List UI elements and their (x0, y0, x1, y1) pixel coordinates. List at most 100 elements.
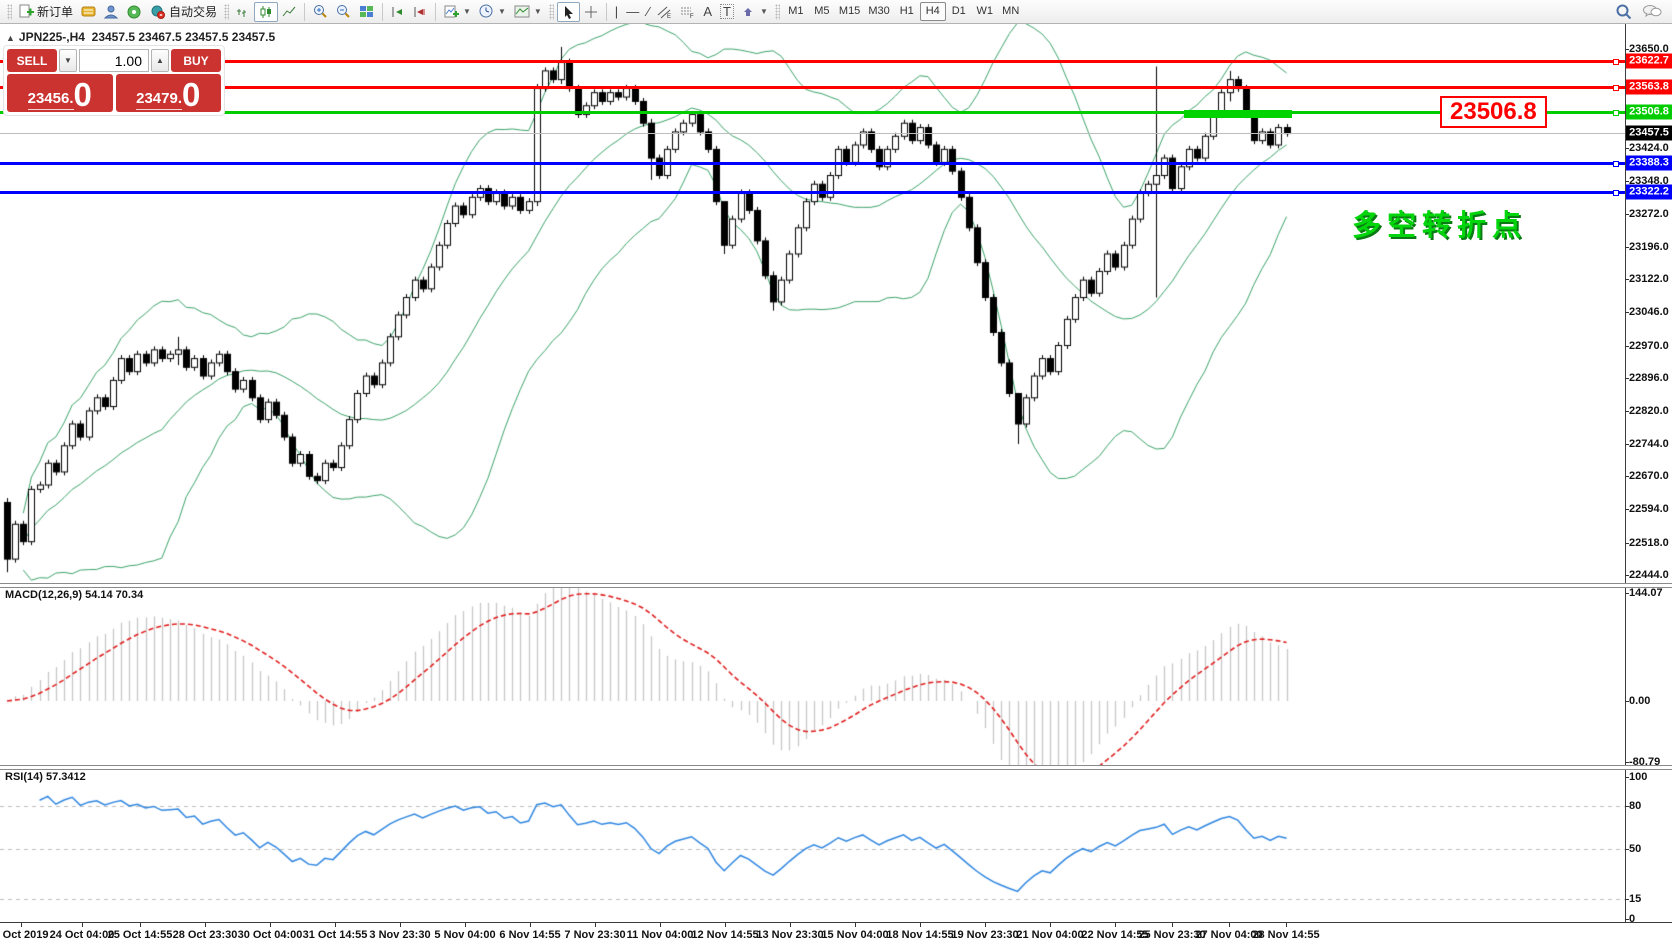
date-tick (400, 923, 401, 927)
sell-price-display[interactable]: 23456. 0 (7, 74, 113, 112)
candlestick-chart-button[interactable] (254, 1, 279, 22)
collapse-triangle-icon[interactable]: ▲ (6, 33, 15, 43)
arrows-dropdown-button[interactable]: ▼ (738, 2, 772, 22)
macd-pane-separator[interactable] (0, 583, 1672, 588)
chart-annotation-text[interactable]: 多空转折点 (1352, 210, 1528, 242)
chart-area: 23650.0 23424.0 23348.0 23272.0 23196.0 23122… (0, 24, 1672, 946)
bar-chart-icon (237, 8, 247, 17)
timeframe-m30-button[interactable]: M30 (868, 5, 890, 17)
price-badge-23322-2: 23322.2 (1626, 184, 1672, 200)
trendline-button[interactable]: ∕ (643, 2, 653, 22)
bar-chart-button[interactable] (232, 2, 254, 22)
text-label-button[interactable]: T (716, 2, 738, 22)
price-tick-label: 23196.0 (1625, 241, 1669, 253)
dropdown-caret: ▼ (759, 7, 768, 16)
resistance-highlight-bar[interactable] (1184, 110, 1292, 118)
text-label-icon: T (720, 4, 734, 19)
volume-increase-button[interactable]: ▲ (151, 49, 169, 72)
date-label: 13 Nov 23:30 (756, 929, 824, 941)
chart-shift-button[interactable] (409, 2, 431, 22)
equidistant-channel-button[interactable]: E (653, 2, 676, 22)
date-tick (140, 923, 141, 927)
new-order-button[interactable]: 新订单 (15, 2, 77, 22)
toolbar-grip[interactable] (224, 3, 230, 20)
price-callout-label[interactable]: 23506.8 (1440, 96, 1547, 128)
tile-windows-button[interactable] (355, 2, 378, 22)
chat-icon[interactable] (1642, 4, 1662, 19)
level-line-resistance-lower[interactable] (0, 84, 1625, 91)
new-chart-button[interactable]: ▼ (440, 2, 475, 22)
date-label: 18 Nov 14:55 (886, 929, 954, 941)
sell-button[interactable]: SELL (7, 49, 57, 72)
price-tick-label: 22444.0 (1625, 569, 1669, 581)
dropdown-caret: ▼ (533, 7, 542, 16)
signals-button[interactable] (123, 2, 146, 22)
line-anchor-marker[interactable] (1613, 189, 1619, 196)
macd-pane-canvas[interactable] (0, 586, 1625, 765)
toolbar-grip[interactable] (548, 3, 554, 20)
fibonacci-button[interactable]: F (676, 2, 699, 22)
auto-scroll-icon (392, 6, 403, 17)
profile-button[interactable] (100, 2, 123, 22)
level-line-resistance-upper[interactable] (0, 58, 1625, 65)
level-line-support-lower[interactable] (0, 189, 1625, 196)
level-line-pivot-green[interactable] (0, 109, 1625, 116)
price-pane-canvas[interactable] (0, 24, 1625, 583)
timeframe-m5-button[interactable]: M5 (814, 5, 830, 17)
date-label: 7 Nov 23:30 (564, 929, 626, 941)
line-chart-button[interactable] (278, 2, 300, 22)
date-tick (1286, 923, 1287, 927)
rsi-pane-separator[interactable] (0, 765, 1672, 770)
volume-input[interactable] (79, 49, 149, 72)
price-tick-label: 23650.0 (1625, 43, 1669, 55)
zoom-out-button[interactable] (332, 2, 355, 22)
date-tick (1115, 923, 1116, 927)
crosshair-button[interactable] (580, 2, 602, 22)
indicators-button[interactable]: ▼ (510, 2, 546, 22)
timeframe-m15-button[interactable]: M15 (838, 5, 861, 17)
timeframe-d1-button[interactable]: D1 (951, 5, 966, 17)
text-button[interactable]: A (699, 2, 716, 22)
toolbar-grip[interactable] (7, 3, 12, 20)
horizontal-line-icon: — (626, 4, 640, 19)
symbol-title: ▲ JPN225-,H4 23457.5 23467.5 23457.5 2345… (6, 30, 275, 44)
timeframe-h1-button[interactable]: H1 (899, 5, 914, 17)
timeframe-m1-button[interactable]: M1 (788, 5, 804, 17)
search-icon[interactable] (1616, 4, 1632, 20)
buy-price-main: 23479. (136, 89, 183, 110)
buy-button[interactable]: BUY (171, 49, 221, 72)
arrows-icon (743, 8, 752, 16)
line-anchor-marker[interactable] (1613, 58, 1619, 65)
rsi-tick-label: 100 (1624, 771, 1648, 783)
toolbar-separator (605, 2, 607, 21)
volume-decrease-button[interactable]: ▼ (59, 49, 77, 72)
svg-text:F: F (690, 14, 694, 19)
buy-price-display[interactable]: 23479. 0 (115, 74, 221, 112)
date-label: 3 Nov 23:30 (369, 929, 431, 941)
candlestick-icon (260, 5, 272, 18)
period-clock-button[interactable]: ▼ (475, 2, 510, 22)
toolbar-grip[interactable] (774, 3, 780, 20)
date-label: 6 Nov 14:55 (499, 929, 561, 941)
timeframe-w1-button[interactable]: W1 (976, 5, 993, 17)
market-watch-button[interactable] (77, 2, 100, 22)
auto-trading-button[interactable]: 自动交易 (146, 2, 221, 22)
cursor-button[interactable] (556, 1, 580, 22)
date-tick (790, 923, 791, 927)
line-anchor-marker[interactable] (1613, 109, 1619, 116)
vertical-line-button[interactable]: | (611, 2, 622, 22)
auto-scroll-button[interactable] (387, 2, 409, 22)
timeframe-mn-button[interactable]: MN (1002, 5, 1020, 17)
zoom-in-button[interactable] (309, 2, 332, 22)
line-anchor-marker[interactable] (1613, 160, 1619, 167)
level-line-support-upper[interactable] (0, 160, 1625, 167)
level-line-last-price[interactable] (0, 133, 1625, 134)
date-tick (595, 923, 596, 927)
vertical-line-icon: | (614, 4, 619, 19)
horizontal-line-button[interactable]: — (622, 2, 643, 22)
rsi-pane-canvas[interactable] (0, 768, 1625, 922)
timeframe-h4-button[interactable]: H4 (919, 2, 946, 21)
date-tick (1050, 923, 1051, 927)
line-anchor-marker[interactable] (1613, 84, 1619, 91)
